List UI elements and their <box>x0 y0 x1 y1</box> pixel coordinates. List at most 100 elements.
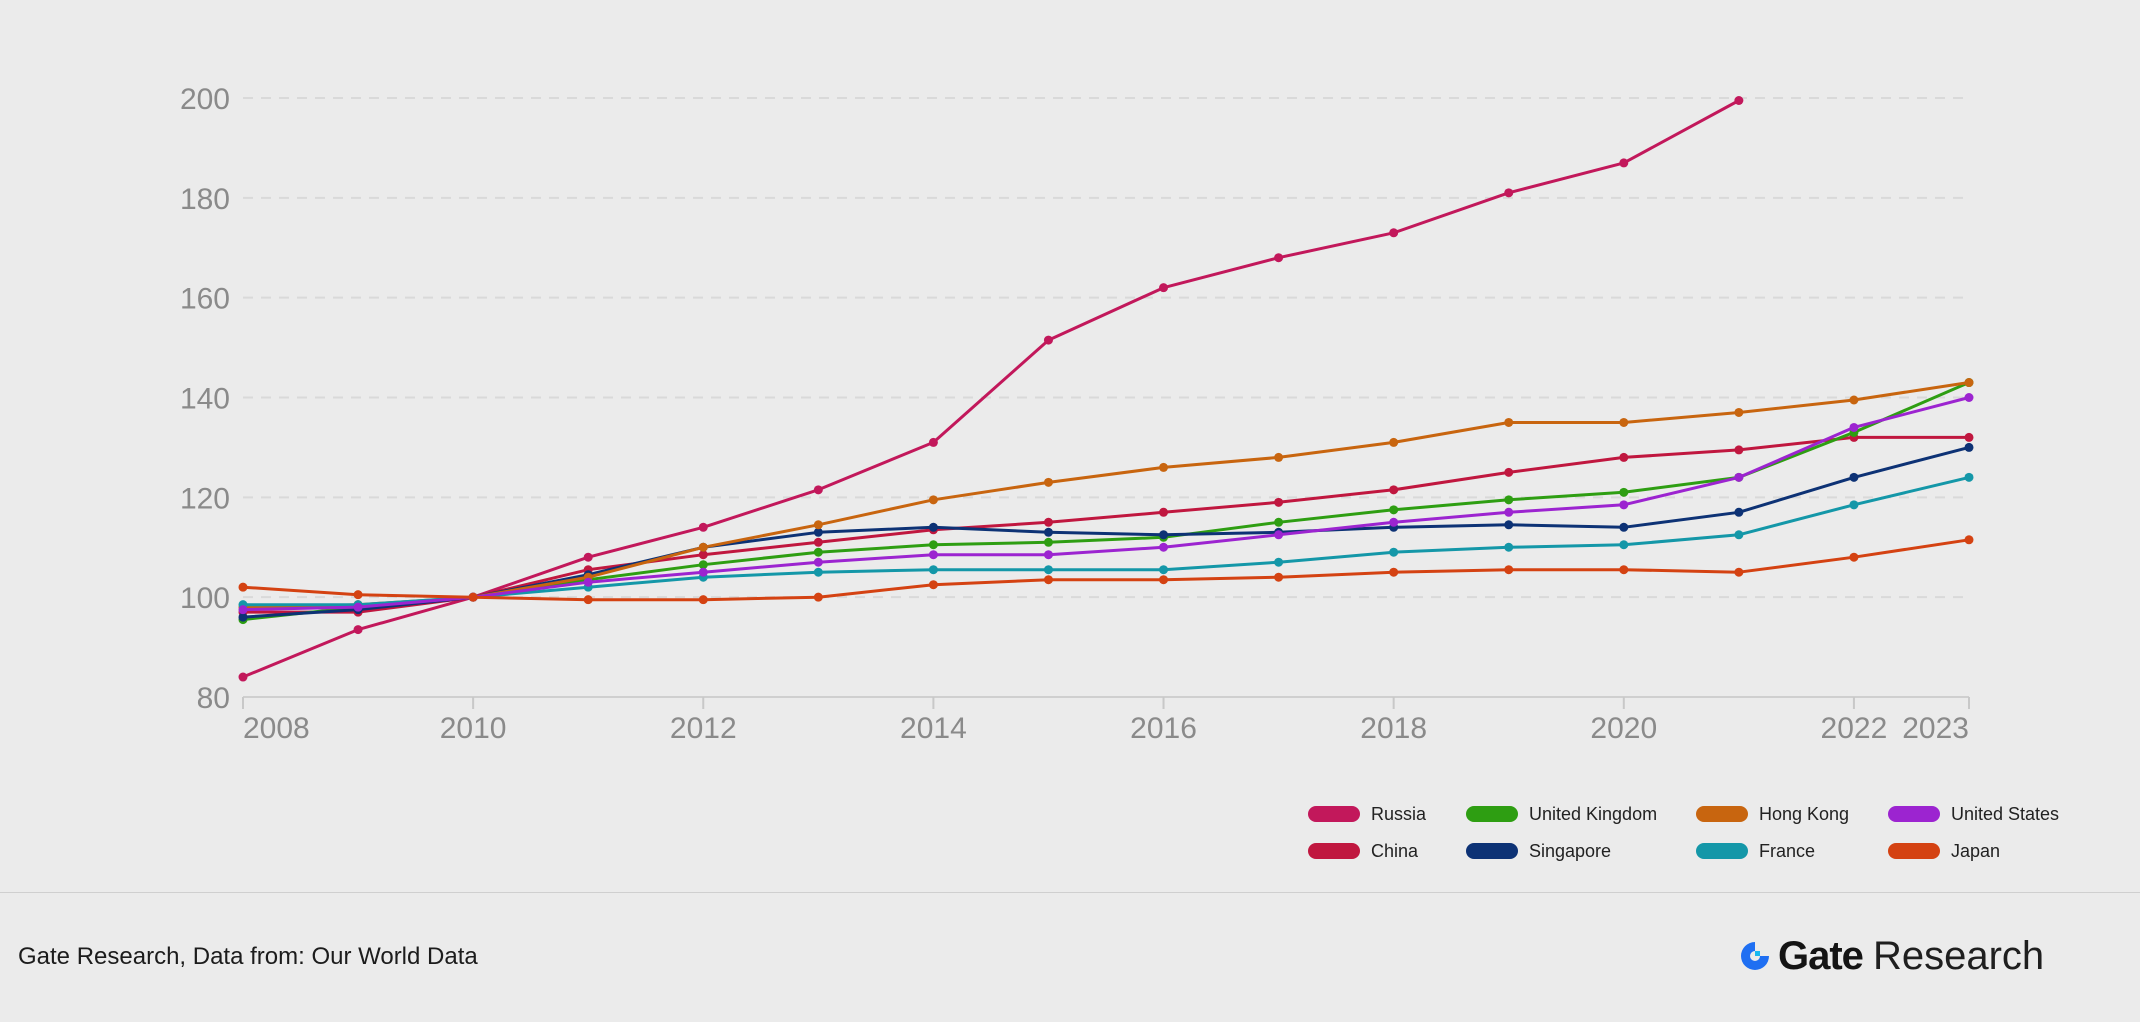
data-point <box>813 485 823 495</box>
y-tick-label: 80 <box>197 682 230 715</box>
data-point <box>1159 542 1169 552</box>
legend-swatch <box>1888 843 1940 859</box>
data-point <box>1043 517 1053 527</box>
data-point <box>1504 520 1514 530</box>
line-chart: 80 100 120 140 160 180 200 2008 2010 2012 2014 2016… <box>180 83 2059 861</box>
data-point <box>813 547 823 557</box>
x-tick-label: 2020 <box>1590 712 1657 745</box>
data-point <box>353 625 363 635</box>
legend-swatch <box>1696 806 1748 822</box>
data-point <box>928 550 938 560</box>
data-point <box>813 557 823 567</box>
data-point <box>1849 552 1859 562</box>
data-point <box>1504 417 1514 427</box>
series-line <box>241 381 1971 609</box>
data-point <box>1734 530 1744 540</box>
legend-swatch <box>1308 806 1360 822</box>
data-point <box>813 537 823 547</box>
data-point <box>928 437 938 447</box>
data-point <box>1043 477 1053 487</box>
data-point <box>1043 537 1053 547</box>
data-point <box>353 602 363 612</box>
x-tick-label: 2010 <box>440 712 507 745</box>
data-point <box>1159 283 1169 293</box>
data-point <box>1619 452 1629 462</box>
legend-label: France <box>1759 841 1815 861</box>
data-point <box>1734 445 1744 455</box>
data-point <box>1274 530 1284 540</box>
series-line <box>241 475 1971 607</box>
data-point <box>583 577 593 587</box>
x-tick-label: 2022 <box>1821 712 1888 745</box>
data-point <box>1159 565 1169 575</box>
legend-swatch <box>1888 806 1940 822</box>
brand-name: Gate <box>1778 933 1864 978</box>
legend-label: Russia <box>1371 804 1427 824</box>
data-point <box>1619 540 1629 550</box>
data-point <box>1849 395 1859 405</box>
data-point <box>1504 467 1514 477</box>
data-point <box>1389 567 1399 577</box>
data-point <box>1389 517 1399 527</box>
x-tick-label: 2008 <box>243 712 310 745</box>
y-tick-label: 160 <box>180 283 230 316</box>
y-tick-label: 140 <box>180 383 230 416</box>
data-point <box>928 495 938 505</box>
data-point <box>1043 335 1053 345</box>
data-point <box>1389 228 1399 238</box>
data-point <box>1274 517 1284 527</box>
data-point <box>1504 565 1514 575</box>
data-point <box>1159 462 1169 472</box>
data-point <box>1849 500 1859 510</box>
legend-label: Hong Kong <box>1759 804 1849 824</box>
data-point <box>813 592 823 602</box>
data-point <box>1849 472 1859 482</box>
legend-swatch <box>1696 843 1748 859</box>
data-point <box>1274 557 1284 567</box>
legend-swatch <box>1466 806 1518 822</box>
data-point <box>813 520 823 530</box>
data-point <box>813 527 823 537</box>
data-point <box>1504 188 1514 198</box>
data-point <box>1734 472 1744 482</box>
series-line <box>241 538 1971 602</box>
legend-label: Singapore <box>1529 841 1611 861</box>
data-point <box>1964 535 1974 545</box>
brand-suffix: Research <box>1872 933 2045 978</box>
data-point <box>353 590 363 600</box>
legend-swatch <box>1466 843 1518 859</box>
data-point <box>1734 407 1744 417</box>
data-point <box>1043 527 1053 537</box>
data-point <box>1849 422 1859 432</box>
data-point <box>468 592 478 602</box>
data-point <box>928 540 938 550</box>
data-point <box>1389 547 1399 557</box>
data-point <box>1159 507 1169 517</box>
data-point <box>1274 253 1284 263</box>
data-point <box>1734 95 1744 105</box>
data-point <box>1504 495 1514 505</box>
legend-label: United States <box>1951 804 2059 824</box>
data-point <box>1619 565 1629 575</box>
gate-logo-icon <box>1741 942 1769 970</box>
data-point <box>238 672 248 682</box>
data-point <box>583 595 593 605</box>
data-point <box>1504 542 1514 552</box>
data-point <box>238 612 248 622</box>
data-point <box>1619 417 1629 427</box>
source-note: Gate Research, Data from: Our World Data <box>18 943 478 970</box>
data-point <box>1274 497 1284 507</box>
data-point <box>1619 158 1629 168</box>
data-point <box>698 522 708 532</box>
data-point <box>1734 507 1744 517</box>
x-tick-label: 2018 <box>1360 712 1427 745</box>
y-tick-label: 200 <box>180 83 230 116</box>
data-point <box>1619 487 1629 497</box>
data-point <box>1964 393 1974 402</box>
data-point <box>1389 505 1399 515</box>
data-point <box>1504 507 1514 517</box>
data-point <box>1964 472 1974 482</box>
data-point <box>698 550 708 560</box>
series-line <box>241 99 1741 679</box>
data-point <box>928 565 938 575</box>
